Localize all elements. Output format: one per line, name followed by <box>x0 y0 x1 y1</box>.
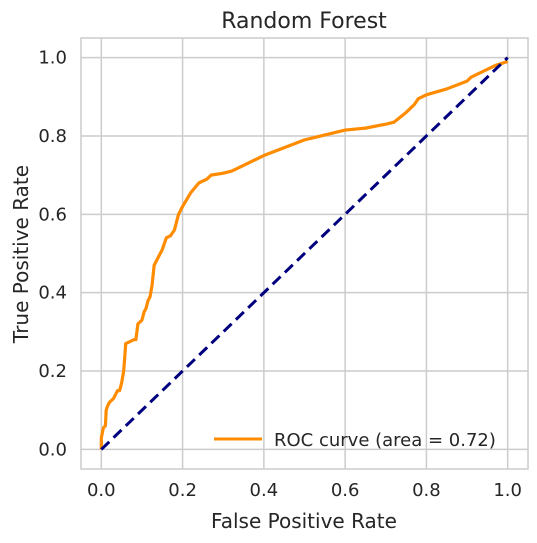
chart-title: Random Forest <box>221 9 387 34</box>
tick-labels: 0.0 0.2 0.4 0.6 0.8 1.0 0.0 0.2 0.4 0.6 0.8 1.0 <box>38 48 522 501</box>
x-tick-label: 0.4 <box>250 480 279 501</box>
x-tick-label: 0.8 <box>412 480 441 501</box>
y-tick-label: 0.8 <box>38 126 67 147</box>
y-tick-label: 0.2 <box>38 361 67 382</box>
y-tick-label: 0.0 <box>38 439 67 460</box>
grid <box>81 38 528 469</box>
plot-frame <box>80 37 529 470</box>
x-tick-label: 0.6 <box>331 480 360 501</box>
legend-label-roc: ROC curve (area = 0.72) <box>274 430 496 451</box>
y-tick-label: 0.6 <box>38 204 67 225</box>
y-tick-label: 1.0 <box>38 48 67 69</box>
roc-curve-line <box>99 59 509 450</box>
y-tick-label: 0.4 <box>38 283 67 304</box>
series-layer <box>99 56 509 451</box>
x-tick-label: 0.2 <box>168 480 197 501</box>
chance-diagonal-line <box>100 56 509 451</box>
y-axis-label: True Positive Rate <box>9 165 33 344</box>
plot-border <box>80 37 529 470</box>
x-tick-label: 0.0 <box>87 480 116 501</box>
x-axis-label: False Positive Rate <box>211 509 397 533</box>
x-tick-label: 1.0 <box>493 480 522 501</box>
legend: ROC curve (area = 0.72) <box>214 430 496 451</box>
